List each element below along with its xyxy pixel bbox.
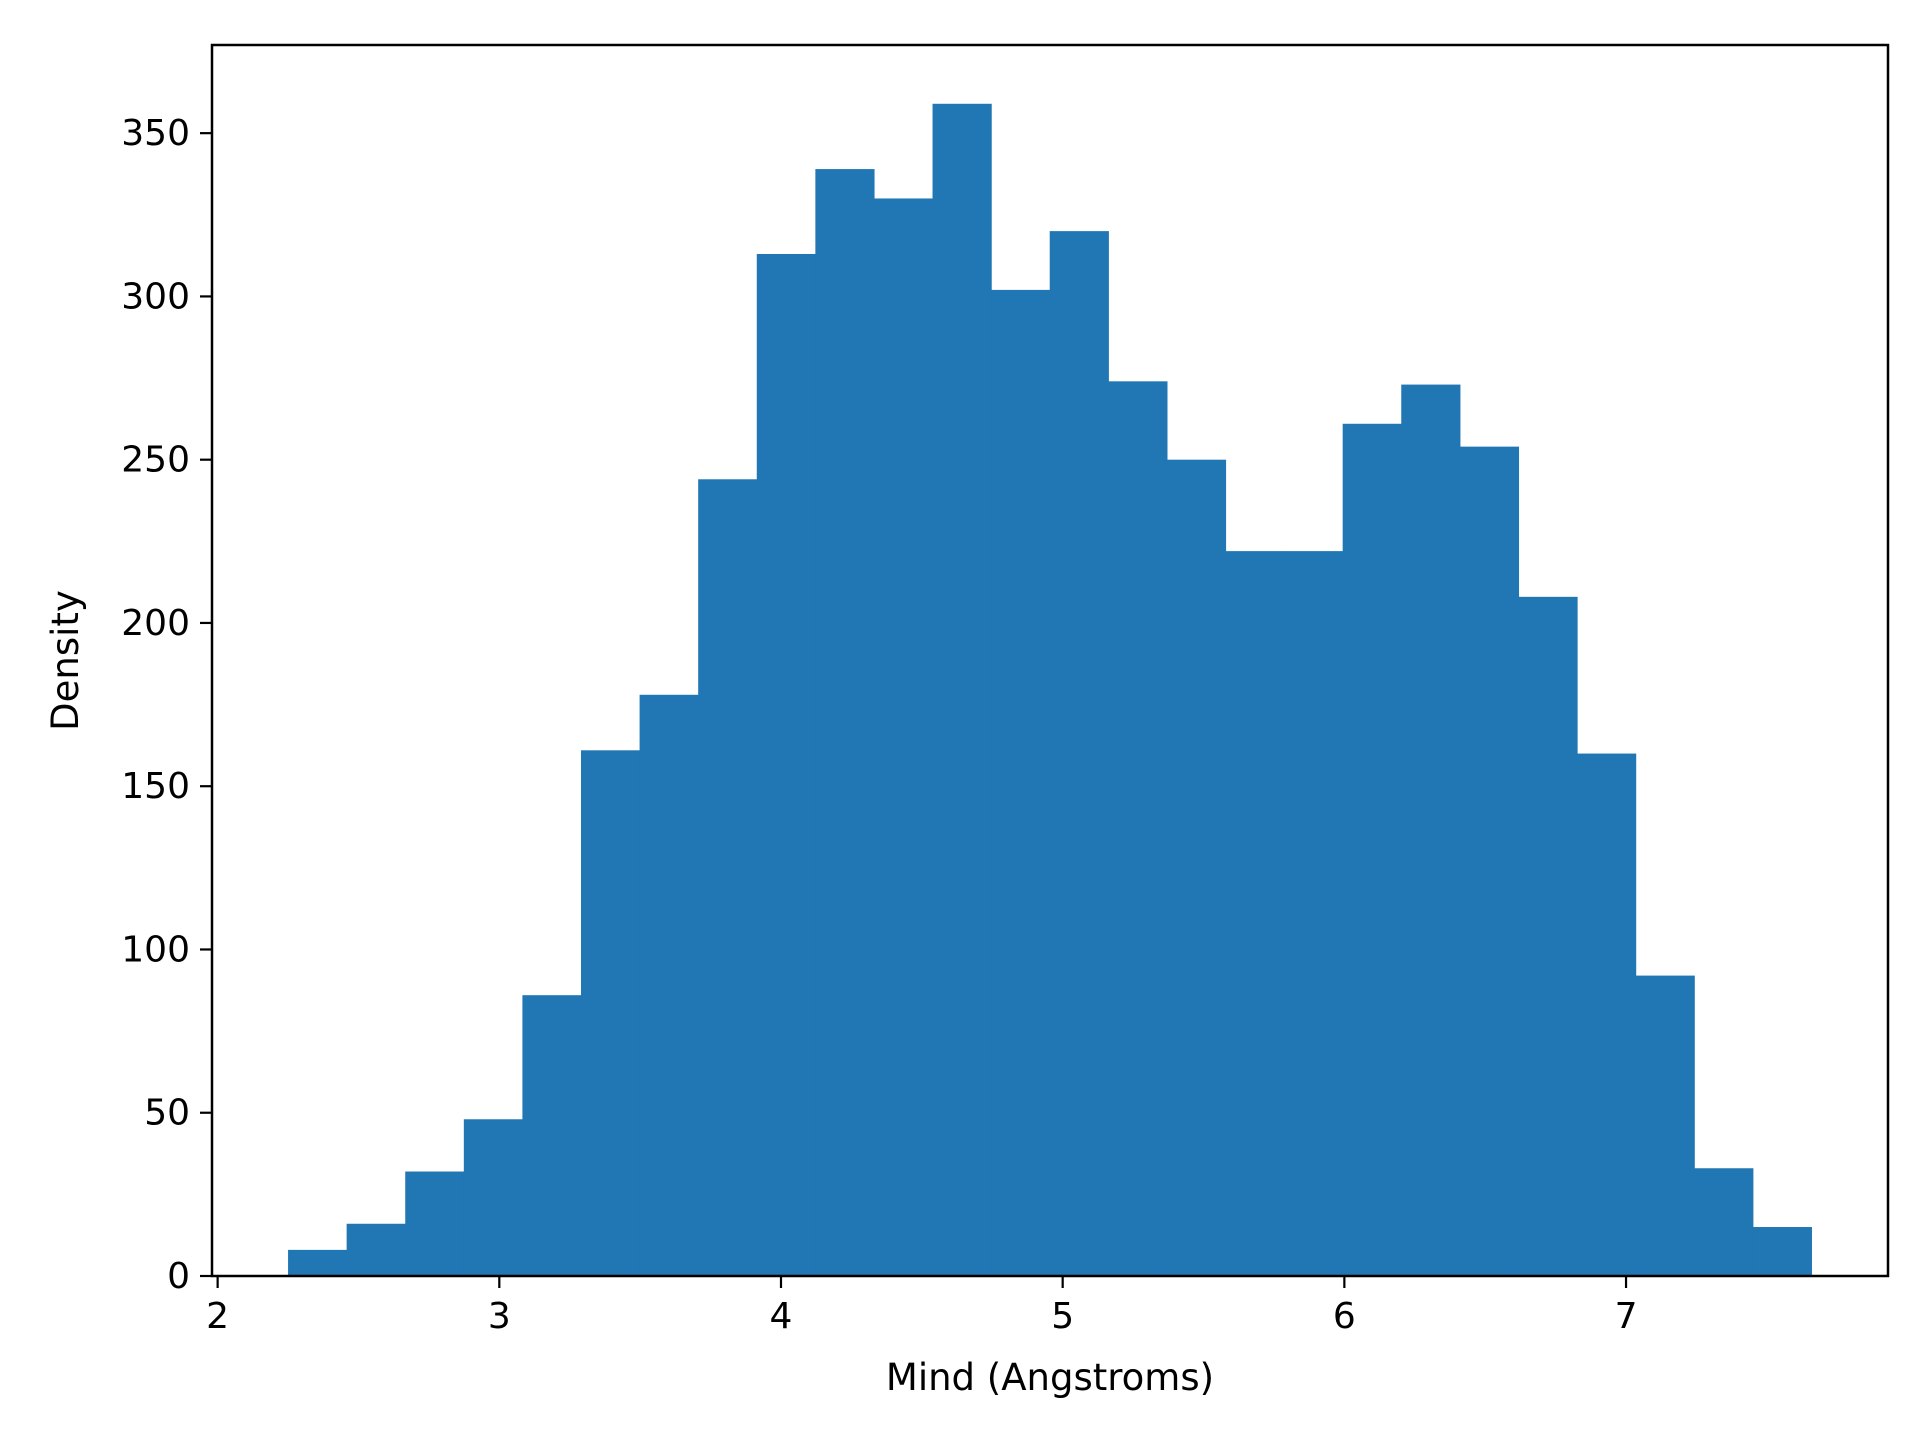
- x-axis-ticks: 2 3 4 5 6 7: [206, 1276, 1637, 1337]
- y-tick-label: 150: [121, 766, 190, 807]
- histogram-bar: [1108, 381, 1168, 1277]
- y-tick-label: 0: [167, 1256, 190, 1297]
- histogram-bar: [1225, 551, 1285, 1276]
- y-tick-label: 250: [121, 440, 190, 481]
- histogram-bar: [1635, 975, 1695, 1276]
- histogram-bar: [346, 1223, 406, 1276]
- x-tick-label: 2: [206, 1296, 229, 1337]
- y-axis-ticks: 0 50 100 150 200 250 300 350: [121, 113, 212, 1297]
- histogram-bar: [756, 253, 816, 1276]
- x-tick-label: 5: [1051, 1296, 1074, 1337]
- histogram-bar: [815, 169, 875, 1276]
- histogram-bar: [1752, 1227, 1812, 1276]
- histogram-bar: [991, 289, 1051, 1276]
- histogram-bar: [522, 995, 582, 1276]
- histogram-bar: [1166, 459, 1227, 1276]
- bars-group: [288, 103, 1812, 1277]
- plot-area-frame: [210, 43, 1890, 1278]
- y-tick-label: 350: [121, 113, 190, 154]
- histogram-bar: [1459, 446, 1520, 1277]
- histogram-bar: [698, 479, 758, 1276]
- histogram-bar: [639, 694, 699, 1276]
- x-tick-label: 3: [488, 1296, 511, 1337]
- x-tick-label: 4: [770, 1296, 793, 1337]
- y-tick-label: 50: [144, 1093, 190, 1134]
- histogram-bar: [1342, 423, 1402, 1276]
- histogram-bar: [405, 1171, 465, 1276]
- histogram-bar: [873, 198, 934, 1277]
- histogram-bar: [1694, 1168, 1754, 1276]
- y-tick-label: 300: [121, 276, 190, 317]
- x-tick-label: 7: [1615, 1296, 1638, 1337]
- x-tick-label: 6: [1333, 1296, 1356, 1337]
- histogram-bar: [288, 1249, 348, 1276]
- histogram-bar: [581, 750, 641, 1276]
- histogram-bar: [1401, 384, 1461, 1277]
- histogram-bar: [1577, 753, 1637, 1276]
- histogram-bar: [932, 103, 992, 1276]
- histogram-bar: [1284, 551, 1344, 1276]
- y-tick-label: 100: [121, 929, 190, 970]
- histogram-bar: [1049, 231, 1109, 1276]
- histogram-bar: [1518, 596, 1578, 1276]
- x-axis-label: Mind (Angstroms): [886, 1356, 1214, 1399]
- y-tick-label: 200: [121, 603, 190, 644]
- y-axis-label: Density: [44, 590, 87, 731]
- histogram-bar: [463, 1119, 524, 1276]
